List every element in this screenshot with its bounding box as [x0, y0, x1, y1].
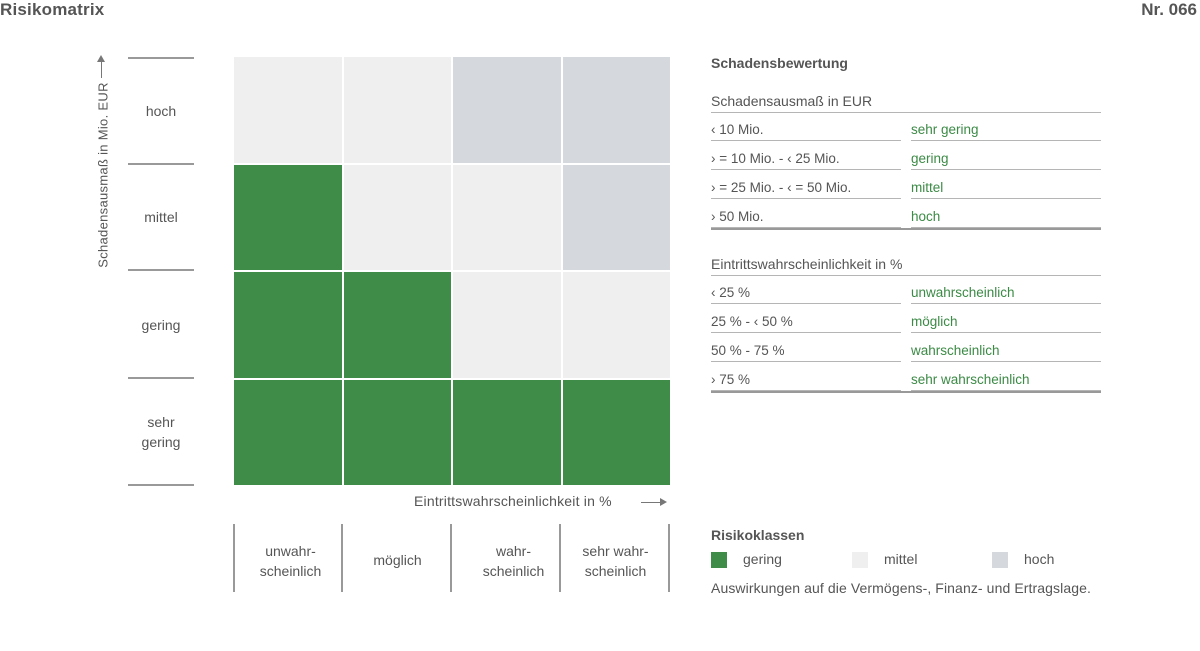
y-label-line: mittel — [144, 209, 178, 225]
damage-class: gering — [911, 151, 1101, 170]
matrix-cell-mittel — [343, 57, 451, 163]
matrix-cell-hoch — [562, 164, 670, 270]
x-label-line: scheinlich — [482, 563, 545, 579]
x-label-line: scheinlich — [259, 563, 322, 579]
x-label-moeglich: möglich — [345, 550, 450, 570]
probability-class: möglich — [911, 314, 1101, 333]
y-axis-title: Schadensausmaß in Mio. EUR — [95, 82, 111, 268]
legend-swatch-hoch — [992, 552, 1008, 568]
x-separator — [668, 524, 670, 592]
y-label-line: hoch — [145, 103, 177, 119]
damage-class: mittel — [911, 180, 1101, 199]
matrix-cell-gering — [343, 272, 451, 378]
damage-range: › 50 Mio. — [711, 209, 901, 228]
y-axis-arrow-line — [101, 62, 102, 78]
section-title-risikoklassen: Risikoklassen — [711, 527, 805, 543]
probability-class: unwahrscheinlich — [911, 285, 1101, 304]
legend-label-hoch: hoch — [1024, 551, 1055, 567]
damage-table-header: Schadensausmaß in EUR — [711, 93, 1101, 113]
section-title-schadensbewertung: Schadensbewertung — [711, 55, 848, 71]
x-separator — [559, 524, 561, 592]
matrix-cell-gering — [343, 379, 451, 485]
x-separator — [341, 524, 343, 592]
probability-range: › 75 % — [711, 372, 901, 391]
probability-range: 50 % - 75 % — [711, 343, 901, 362]
damage-class: hoch — [911, 209, 1101, 228]
x-label-sehr-wahrscheinlich: sehr wahr- scheinlich — [563, 541, 668, 581]
matrix-cell-mittel — [234, 57, 342, 163]
damage-class: sehr gering — [911, 122, 1101, 141]
probability-class: wahrscheinlich — [911, 343, 1101, 362]
legend-swatch-gering — [711, 552, 727, 568]
damage-range: › = 25 Mio. - ‹ = 50 Mio. — [711, 180, 901, 199]
y-separator — [128, 377, 194, 379]
matrix-cell-gering — [234, 164, 342, 270]
matrix-cell-hoch — [453, 57, 561, 163]
matrix-cell-gering — [234, 272, 342, 378]
matrix-cell-mittel — [343, 164, 451, 270]
legend-label-gering: gering — [743, 551, 782, 567]
y-label-line: sehr — [147, 414, 175, 430]
x-axis-arrow-icon — [660, 498, 667, 506]
matrix-cell-gering — [234, 379, 342, 485]
x-axis-arrow-line — [641, 502, 661, 503]
probability-range: ‹ 25 % — [711, 285, 901, 304]
x-label-line: scheinlich — [584, 563, 647, 579]
x-separator — [450, 524, 452, 592]
damage-range: › = 10 Mio. - ‹ 25 Mio. — [711, 151, 901, 170]
matrix-cell-mittel — [562, 272, 670, 378]
y-label-line: gering — [141, 317, 181, 333]
risk-matrix — [234, 57, 670, 485]
footnote: Auswirkungen auf die Vermögens-, Finanz-… — [711, 580, 1092, 596]
x-label-line: unwahr- — [265, 543, 316, 559]
y-separator — [128, 484, 194, 486]
y-label-gering: gering — [128, 315, 194, 335]
probability-range: 25 % - ‹ 50 % — [711, 314, 901, 333]
x-label-wahrscheinlich: wahr- scheinlich — [461, 541, 566, 581]
matrix-cell-hoch — [562, 57, 670, 163]
x-axis-title: Eintrittswahrscheinlichkeit in % — [414, 493, 612, 509]
matrix-cell-mittel — [453, 272, 561, 378]
table-end-rule — [711, 391, 1101, 393]
y-label-sehr-gering: sehr gering — [128, 412, 194, 452]
matrix-cell-mittel — [453, 164, 561, 270]
damage-range: ‹ 10 Mio. — [711, 122, 901, 141]
x-separator — [233, 524, 235, 592]
legend-label-mittel: mittel — [884, 551, 918, 567]
y-label-mittel: mittel — [128, 207, 194, 227]
x-label-line: sehr wahr- — [582, 543, 649, 559]
legend-swatch-mittel — [852, 552, 868, 568]
y-label-hoch: hoch — [128, 101, 194, 121]
y-separator — [128, 57, 194, 59]
x-label-line: wahr- — [495, 543, 531, 559]
page-title: Risikomatrix — [0, 0, 105, 19]
probability-table-header: Eintrittswahrscheinlichkeit in % — [711, 256, 1101, 276]
x-label-unwahrscheinlich: unwahr- scheinlich — [238, 541, 343, 581]
y-label-line: gering — [141, 434, 181, 450]
table-end-rule — [711, 228, 1101, 230]
x-label-line: möglich — [373, 552, 422, 568]
page-number: Nr. 066 — [1141, 0, 1197, 19]
matrix-cell-gering — [562, 379, 670, 485]
matrix-cell-gering — [453, 379, 561, 485]
probability-class: sehr wahrscheinlich — [911, 372, 1101, 391]
y-separator — [128, 163, 194, 165]
y-axis-arrow-icon — [97, 55, 105, 62]
y-separator — [128, 269, 194, 271]
